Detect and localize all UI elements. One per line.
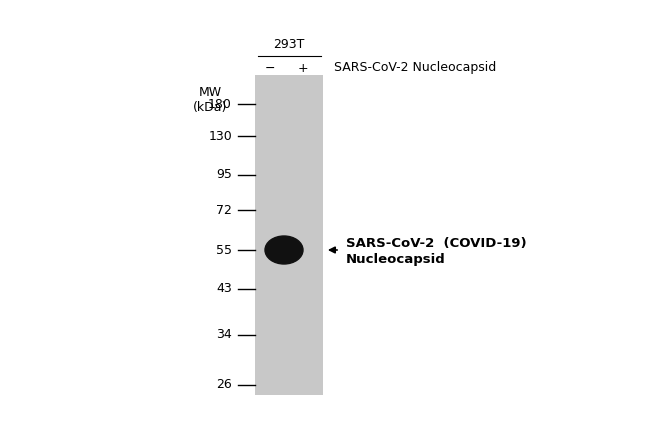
Bar bbox=[255, 75, 323, 395]
Text: 72: 72 bbox=[216, 203, 232, 216]
Ellipse shape bbox=[265, 236, 303, 264]
Text: MW: MW bbox=[198, 87, 222, 100]
Text: 55: 55 bbox=[216, 243, 232, 257]
Text: SARS-CoV-2 Nucleocapsid: SARS-CoV-2 Nucleocapsid bbox=[334, 62, 496, 75]
Text: (kDa): (kDa) bbox=[193, 100, 227, 114]
Text: −: − bbox=[265, 62, 275, 75]
Text: +: + bbox=[298, 62, 308, 75]
Text: 130: 130 bbox=[208, 130, 232, 143]
Text: Nucleocapsid: Nucleocapsid bbox=[346, 254, 446, 267]
Text: 293T: 293T bbox=[273, 38, 305, 51]
Text: 43: 43 bbox=[216, 282, 232, 295]
Text: 95: 95 bbox=[216, 168, 232, 181]
Text: 180: 180 bbox=[208, 97, 232, 111]
Text: 26: 26 bbox=[216, 379, 232, 392]
Text: SARS-CoV-2  (COVID-19): SARS-CoV-2 (COVID-19) bbox=[346, 236, 526, 249]
Text: 34: 34 bbox=[216, 328, 232, 341]
